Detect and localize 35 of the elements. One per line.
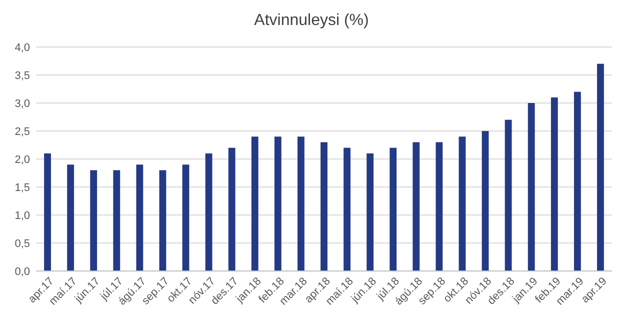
y-tick-label: 1,0 <box>14 210 30 222</box>
y-tick-label: 4,0 <box>14 42 30 54</box>
bar <box>504 120 512 271</box>
bar <box>67 164 74 271</box>
chart-title: Atvinnuleysi (%) <box>254 12 369 29</box>
bar <box>390 148 397 271</box>
bar <box>251 136 258 271</box>
y-tick-label: 1,5 <box>14 182 30 194</box>
bar <box>412 142 420 271</box>
bar <box>574 92 581 271</box>
bar <box>458 136 466 271</box>
bar <box>344 148 350 271</box>
bar <box>550 97 558 271</box>
y-tick-label: 3,0 <box>14 98 30 110</box>
bar <box>228 148 236 271</box>
bar <box>320 142 328 271</box>
bar <box>90 170 98 271</box>
bar <box>274 136 282 271</box>
y-tick-label: 2,5 <box>14 126 30 138</box>
bar <box>113 170 120 271</box>
bar <box>482 131 489 271</box>
bar <box>436 142 443 271</box>
bar <box>597 64 604 271</box>
y-tick-label: 0,0 <box>14 266 30 278</box>
bar <box>205 153 212 271</box>
y-tick-label: 2,0 <box>14 154 30 166</box>
bar <box>159 170 166 271</box>
bar <box>528 103 535 271</box>
y-tick-label: 0,5 <box>14 238 30 250</box>
y-tick-label: 3,5 <box>14 70 30 82</box>
bar <box>366 153 374 271</box>
bar <box>136 164 144 271</box>
bar <box>298 136 304 271</box>
bar <box>44 153 51 271</box>
bar <box>182 164 190 271</box>
